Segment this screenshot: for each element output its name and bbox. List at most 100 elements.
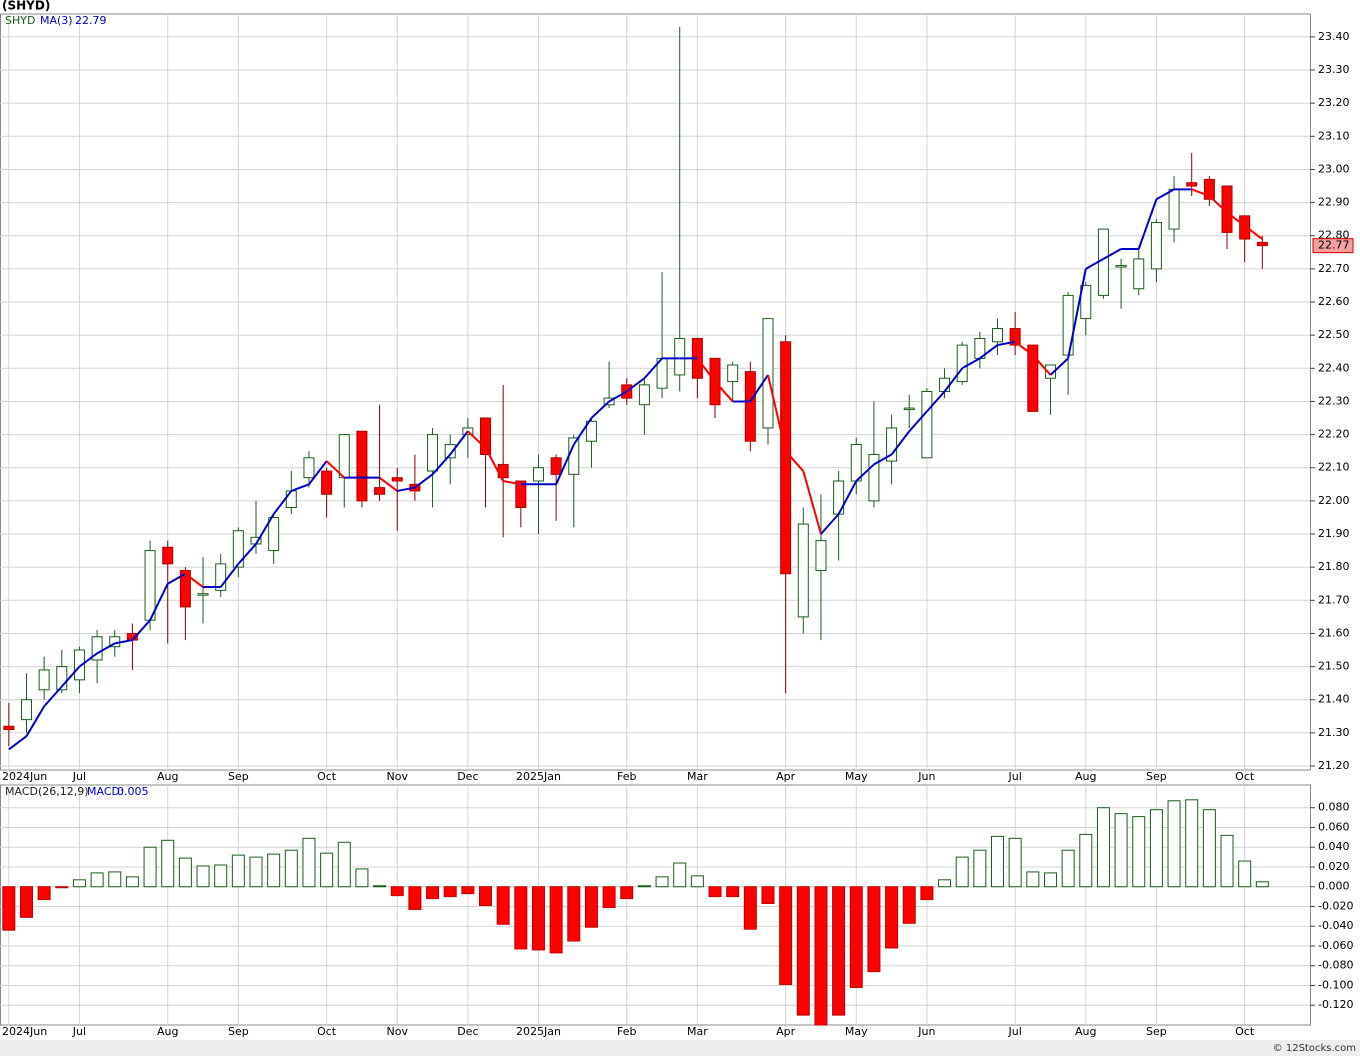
y-tick-label: 0.020 — [1318, 860, 1350, 873]
macd-bar — [37, 886, 51, 901]
candle-body — [744, 371, 756, 442]
ma-segment — [272, 490, 293, 515]
x-tick-label: Mar — [687, 770, 708, 783]
candle-body — [1150, 221, 1162, 270]
candle-body — [1062, 294, 1074, 356]
macd-bar — [938, 879, 952, 888]
candle-body — [1256, 241, 1268, 247]
y-tick-label: -0.100 — [1318, 978, 1353, 991]
macd-bar — [320, 852, 334, 888]
macd-bar — [743, 886, 757, 930]
ma-segment — [149, 583, 169, 621]
legend-ma-value: 22.79 — [75, 14, 107, 27]
candle-body — [427, 434, 439, 472]
candle-body — [1115, 265, 1127, 268]
x-tick-label: May — [845, 770, 868, 783]
y-tick-label: -0.060 — [1318, 939, 1353, 952]
ma-segment — [1137, 198, 1158, 250]
x-tick-label: Dec — [457, 770, 478, 783]
x-tick-label: Dec — [457, 1025, 478, 1038]
candle-body — [903, 407, 915, 411]
ma-segment — [749, 374, 769, 403]
macd-bar — [549, 886, 563, 954]
ma-segment — [997, 340, 1016, 347]
ma-segment — [908, 410, 928, 432]
ma-segment — [1085, 258, 1104, 270]
legend-symbol: SHYD — [5, 14, 35, 27]
ma-segment — [590, 400, 610, 419]
x-tick-label: Oct — [317, 1025, 337, 1038]
ma-segment — [1102, 248, 1122, 260]
y-tick-label: -0.040 — [1318, 919, 1353, 932]
x-tick-label: Jul — [1008, 1025, 1022, 1038]
ma-segment — [961, 357, 981, 370]
ma-segment — [855, 463, 875, 482]
macd-bar — [461, 886, 475, 895]
macd-bar — [620, 886, 634, 900]
macd-bar — [973, 849, 987, 888]
y-tick-label: 23.20 — [1318, 96, 1350, 109]
ma-segment — [290, 483, 310, 492]
y-tick-label: 22.60 — [1318, 295, 1350, 308]
candle-body — [921, 391, 933, 459]
y-tick-label: 21.20 — [1318, 759, 1350, 772]
y-tick-label: 0.040 — [1318, 840, 1350, 853]
y-tick-label: 23.00 — [1318, 162, 1350, 175]
y-tick-label: 22.70 — [1318, 262, 1350, 275]
macd-bar — [1167, 800, 1181, 888]
ma-segment — [626, 377, 646, 393]
ma-segment — [837, 480, 858, 515]
macd-bar — [832, 886, 846, 1016]
ma-segment — [1049, 357, 1069, 376]
macd-bar — [214, 864, 228, 888]
y-tick-label: -0.080 — [1318, 959, 1353, 972]
candle-body — [1044, 364, 1056, 379]
macd-bar — [1149, 809, 1163, 888]
ma-segment — [308, 460, 328, 485]
x-tick-label: May — [845, 1025, 868, 1038]
y-tick-label: 21.30 — [1318, 726, 1350, 739]
y-tick-label: 22.50 — [1318, 328, 1350, 341]
x-tick-label: Nov — [387, 770, 409, 783]
candle-body — [1009, 328, 1021, 346]
x-tick-label: Jul — [72, 770, 86, 783]
macd-bar — [90, 872, 104, 888]
macd-bar — [337, 841, 351, 888]
candle-body — [1133, 258, 1145, 290]
candle-body — [1097, 228, 1109, 296]
candle-body — [232, 530, 244, 568]
y-tick-label: 22.20 — [1318, 428, 1350, 441]
legend-macd-value: 0.005 — [117, 785, 149, 798]
ma-segment — [820, 513, 840, 535]
ma-segment — [890, 430, 911, 456]
candle-body — [356, 430, 368, 502]
candle-body — [762, 318, 774, 429]
macd-bar — [178, 857, 192, 888]
ma-segment — [714, 380, 734, 403]
ma-segment — [1244, 224, 1263, 240]
x-tick-label: Sep — [228, 770, 249, 783]
ma-segment — [8, 735, 28, 751]
footer: © 12Stocks.com — [1273, 1043, 1356, 1054]
ma-segment — [873, 453, 893, 466]
ma-segment — [78, 652, 98, 668]
x-tick-label: 2024Jun — [2, 1025, 47, 1038]
macd-bar — [584, 886, 598, 928]
macd-bar — [849, 886, 863, 988]
candle-body — [674, 337, 686, 376]
candle-body — [321, 470, 333, 495]
ma-segment — [784, 450, 805, 472]
candle-body — [179, 569, 191, 608]
macd-bar — [514, 886, 528, 950]
ma-segment — [1226, 211, 1246, 227]
macd-bar — [55, 886, 69, 889]
y-tick-label: 22.30 — [1318, 394, 1350, 407]
candle-body — [1027, 344, 1039, 412]
candle-body — [815, 540, 827, 571]
macd-bar — [1238, 860, 1252, 888]
y-tick-label: 21.40 — [1318, 693, 1350, 706]
legend-macd-label: MACD: — [87, 785, 124, 798]
ma-segment — [449, 430, 469, 456]
ma-segment — [1155, 188, 1175, 201]
